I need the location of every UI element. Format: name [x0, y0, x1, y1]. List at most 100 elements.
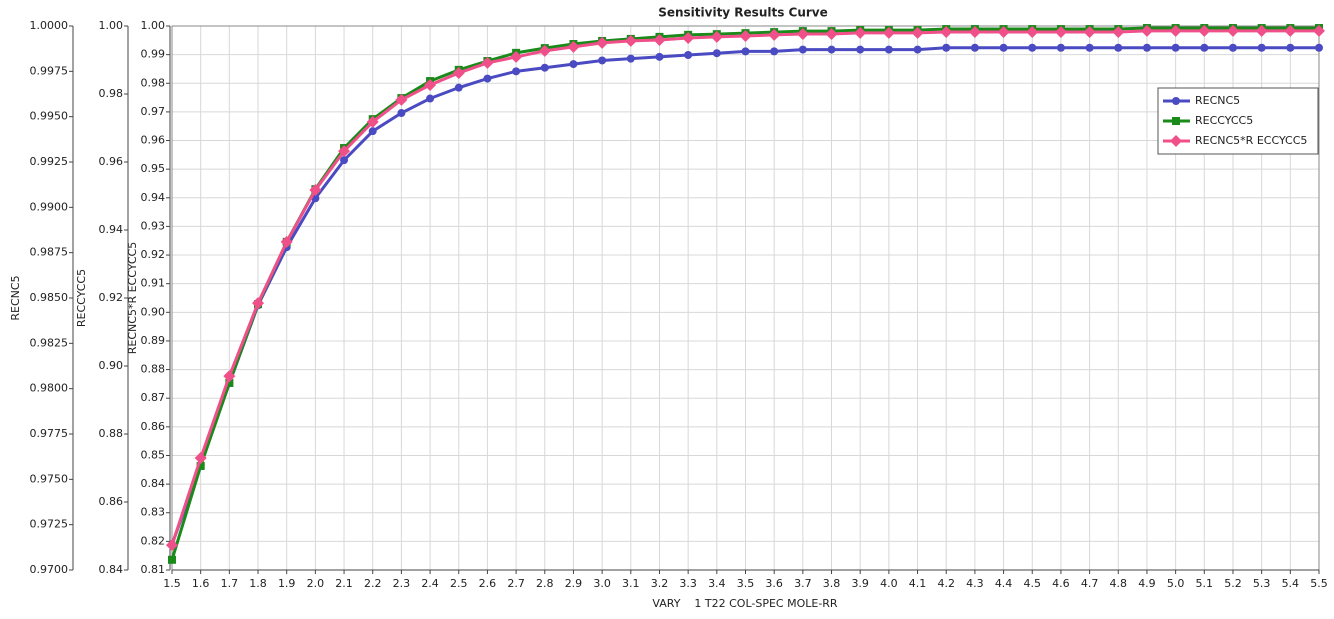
y-tick-label: 0.94	[141, 191, 166, 204]
y-tick-label: 0.99	[141, 48, 166, 61]
y-tick-label: 0.81	[141, 563, 166, 576]
marker	[684, 51, 693, 60]
x-tick-label: 1.9	[278, 577, 296, 590]
marker	[1140, 24, 1153, 37]
marker	[397, 109, 406, 118]
marker	[366, 115, 379, 128]
marker	[1286, 43, 1295, 52]
y-tick-label: 0.97	[141, 105, 166, 118]
marker	[1114, 43, 1123, 52]
marker	[512, 67, 521, 76]
marker	[424, 78, 437, 91]
marker	[970, 43, 979, 52]
marker	[1200, 43, 1209, 52]
x-tick-label: 2.5	[450, 577, 468, 590]
marker	[1315, 43, 1323, 52]
marker	[1226, 24, 1239, 37]
y-tick-label: 0.96	[99, 155, 124, 168]
x-tick-label: 4.2	[937, 577, 955, 590]
marker	[856, 45, 865, 54]
chart-title: Sensitivity Results Curve	[658, 6, 828, 20]
x-tick-label: 5.4	[1282, 577, 1300, 590]
y-tick-label: 0.96	[141, 134, 166, 147]
x-tick-label: 1.8	[249, 577, 267, 590]
marker	[223, 370, 236, 383]
x-tick-label: 3.1	[622, 577, 640, 590]
marker	[1112, 26, 1125, 39]
marker	[796, 28, 809, 41]
marker	[368, 127, 377, 136]
marker	[1255, 24, 1268, 37]
y-tick-label: 0.95	[141, 162, 166, 175]
marker	[454, 83, 463, 92]
x-tick-label: 3.8	[823, 577, 841, 590]
marker	[884, 45, 893, 54]
x-tick-label: 4.3	[966, 577, 984, 590]
marker	[741, 47, 750, 56]
marker	[911, 26, 924, 39]
marker	[798, 45, 807, 54]
marker	[940, 26, 953, 39]
x-tick-label: 3.6	[765, 577, 783, 590]
x-tick-label: 4.0	[880, 577, 898, 590]
marker	[1056, 43, 1065, 52]
marker	[1085, 43, 1094, 52]
x-tick-label: 1.5	[163, 577, 181, 590]
x-tick-label: 4.6	[1052, 577, 1070, 590]
marker	[1083, 26, 1096, 39]
y-tick-label: 0.92	[141, 248, 166, 261]
y-tick-label: 0.98	[99, 87, 124, 100]
x-tick-label: 3.2	[651, 577, 669, 590]
y-tick-label: 0.9950	[30, 110, 69, 123]
y-axis-title: RECNC5	[9, 275, 22, 320]
x-tick-label: 4.7	[1081, 577, 1099, 590]
marker	[1172, 117, 1180, 125]
x-tick-label: 2.0	[307, 577, 325, 590]
x-tick-label: 1.7	[221, 577, 239, 590]
y2-axis-title: RECCYCC5	[75, 269, 88, 327]
marker	[338, 145, 351, 158]
marker	[1198, 24, 1211, 37]
marker	[1142, 43, 1151, 52]
marker	[770, 47, 779, 56]
marker	[827, 45, 836, 54]
x-tick-label: 1.6	[192, 577, 210, 590]
marker	[624, 34, 637, 47]
y-tick-label: 0.83	[141, 506, 166, 519]
x-tick-label: 5.0	[1167, 577, 1185, 590]
y3-axis-title: RECNC5*R ECCYCC5	[126, 242, 139, 354]
marker	[739, 30, 752, 43]
y-tick-label: 0.9825	[30, 336, 69, 349]
marker	[452, 66, 465, 79]
marker	[710, 30, 723, 43]
marker	[682, 32, 695, 45]
marker	[653, 34, 666, 47]
x-tick-label: 3.3	[679, 577, 697, 590]
marker	[483, 74, 492, 83]
marker	[997, 26, 1010, 39]
legend-label: RECNC5*R ECCYCC5	[1195, 134, 1307, 147]
marker	[1026, 26, 1039, 39]
x-tick-label: 2.1	[335, 577, 353, 590]
marker	[340, 156, 349, 165]
x-tick-label: 4.5	[1024, 577, 1042, 590]
marker	[168, 555, 176, 564]
x-tick-label: 5.5	[1310, 577, 1328, 590]
y-tick-label: 0.9975	[30, 64, 69, 77]
marker	[1313, 24, 1325, 37]
y-tick-label: 0.9875	[30, 246, 69, 259]
y-tick-label: 0.9900	[30, 200, 69, 213]
marker	[538, 44, 551, 57]
legend-label: RECCYCC5	[1195, 114, 1253, 127]
x-tick-label: 2.9	[565, 577, 583, 590]
legend-label: RECNC5	[1195, 94, 1240, 107]
marker	[252, 297, 265, 310]
x-tick-label: 4.1	[909, 577, 927, 590]
marker	[166, 539, 178, 552]
x-tick-label: 4.9	[1138, 577, 1156, 590]
y-tick-label: 0.94	[99, 223, 124, 236]
x-axis-title: VARY 1 T22 COL-SPEC MOLE-RR	[652, 597, 838, 610]
marker	[194, 452, 207, 465]
y-tick-label: 0.9750	[30, 472, 69, 485]
